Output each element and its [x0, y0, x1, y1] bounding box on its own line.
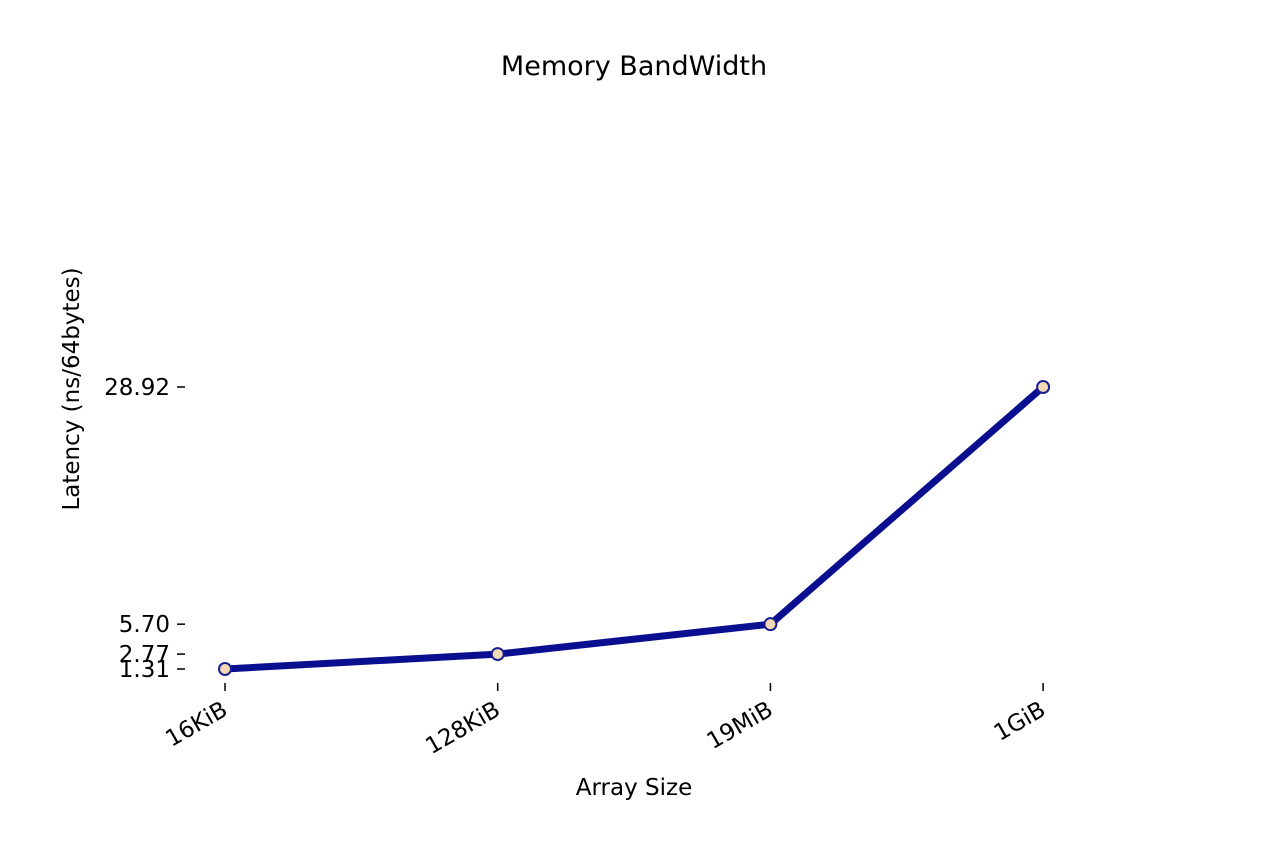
- data-point: [218, 662, 232, 676]
- x-tick-label: 19MiB: [703, 697, 778, 755]
- chart-title: Memory BandWidth: [501, 51, 767, 82]
- data-point: [763, 617, 778, 632]
- y-axis-ticks: 1.312.77 5.70 28.92: [104, 375, 185, 683]
- series-group: [218, 380, 1051, 676]
- data-point: [1036, 380, 1051, 394]
- y-tick-label: 5.70: [119, 612, 170, 638]
- y-axis-label: Latency (ns/64bytes): [59, 267, 85, 510]
- y-tick-label: 28.92: [104, 375, 170, 401]
- x-axis-ticks: 16KiB 128KiB 19MiB 1GiB: [161, 683, 1050, 760]
- x-tick-label: 1GiB: [990, 697, 1050, 747]
- x-axis-label: Array Size: [576, 775, 692, 801]
- y-tick-label: 2.77: [119, 642, 170, 668]
- x-tick-label: 128KiB: [421, 697, 504, 760]
- y-tick-label: 1.31: [119, 657, 170, 683]
- series-line: [221, 383, 1047, 673]
- data-point: [490, 647, 505, 662]
- x-tick-label: 16KiB: [161, 697, 232, 753]
